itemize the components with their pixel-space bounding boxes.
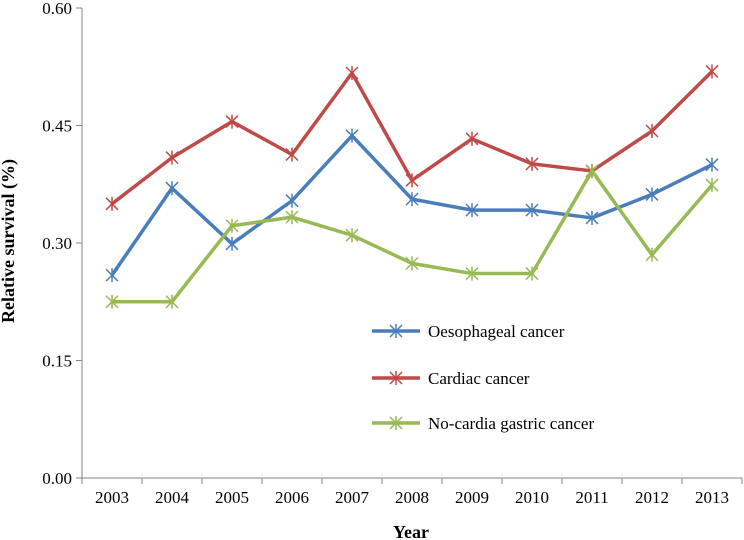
data-point xyxy=(405,256,419,271)
data-point xyxy=(465,131,479,146)
data-point xyxy=(525,203,539,218)
legend-item: Oesophageal cancer xyxy=(372,322,565,341)
data-point xyxy=(585,163,599,178)
x-tick-label: 2009 xyxy=(455,488,489,507)
data-point xyxy=(405,192,419,207)
x-axis-title: Year xyxy=(393,522,429,540)
data-point xyxy=(525,156,539,171)
data-point xyxy=(225,218,239,233)
x-tick-label: 2011 xyxy=(575,488,608,507)
data-point xyxy=(345,66,359,81)
data-point xyxy=(105,196,119,211)
x-tick-label: 2010 xyxy=(515,488,549,507)
x-tick-label: 2004 xyxy=(155,488,190,507)
x-axis-ticks: 2003 2004 2005 2006 2007 2008 2009 2010 2011 2012… xyxy=(81,478,743,507)
data-point xyxy=(285,193,299,208)
data-point xyxy=(345,128,359,143)
x-tick-label: 2008 xyxy=(395,488,429,507)
x-tick-label: 2003 xyxy=(95,488,129,507)
data-point xyxy=(165,181,179,196)
y-tick-label: 0.45 xyxy=(42,117,72,136)
legend: Oesophageal cancer Cardiac cancer No-cardi… xyxy=(372,322,594,433)
series-2 xyxy=(105,64,719,211)
x-tick-label: 2012 xyxy=(635,488,669,507)
y-tick-label: 0.15 xyxy=(42,352,72,371)
legend-label: Cardiac cancer xyxy=(428,369,530,388)
y-tick-label: 0.30 xyxy=(42,234,72,253)
series-group xyxy=(105,64,719,309)
data-point xyxy=(165,150,179,165)
data-point xyxy=(645,123,659,138)
data-point xyxy=(405,173,419,188)
data-point xyxy=(285,210,299,225)
data-point xyxy=(705,157,719,172)
data-point xyxy=(705,64,719,79)
x-tick-label: 2013 xyxy=(695,488,729,507)
data-point xyxy=(645,247,659,262)
data-point xyxy=(345,228,359,243)
data-point xyxy=(645,187,659,202)
legend-item: No-cardia gastric cancer xyxy=(372,414,594,433)
series-3 xyxy=(105,163,719,309)
data-point xyxy=(105,268,119,283)
y-axis-title: Relative survival (%) xyxy=(0,159,19,323)
data-point xyxy=(705,178,719,193)
data-point xyxy=(465,266,479,281)
x-tick-label: 2007 xyxy=(335,488,370,507)
data-point xyxy=(525,266,539,281)
series-line xyxy=(112,169,714,304)
x-tick-label: 2005 xyxy=(215,488,249,507)
y-tick-label: 0.00 xyxy=(42,469,72,488)
data-point xyxy=(105,294,119,309)
data-point xyxy=(465,203,479,218)
legend-label: Oesophageal cancer xyxy=(428,322,565,341)
legend-item: Cardiac cancer xyxy=(372,369,530,388)
data-point xyxy=(585,210,599,225)
legend-marker xyxy=(389,416,403,430)
data-point xyxy=(165,294,179,309)
legend-label: No-cardia gastric cancer xyxy=(428,414,594,433)
series-1 xyxy=(105,128,719,283)
y-tick-label: 0.60 xyxy=(42,0,72,18)
data-point xyxy=(225,114,239,129)
legend-marker xyxy=(389,324,403,338)
legend-marker xyxy=(389,371,403,385)
data-point xyxy=(285,147,299,162)
y-axis-ticks: 0.00 0.15 0.30 0.45 0.60 xyxy=(42,0,82,488)
x-tick-label: 2006 xyxy=(275,488,309,507)
data-point xyxy=(225,236,239,251)
